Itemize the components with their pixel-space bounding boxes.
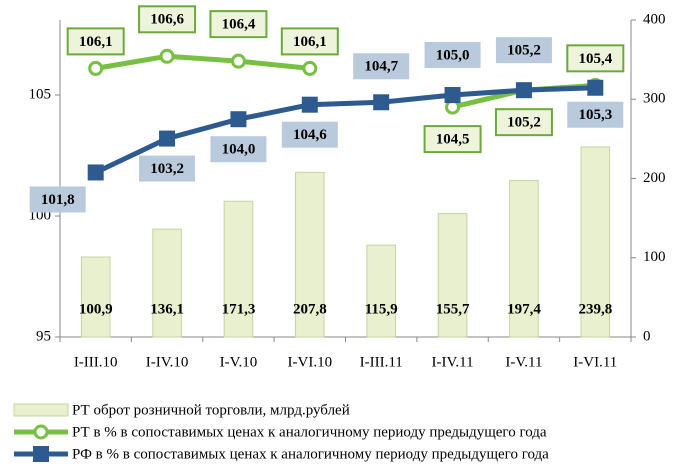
x-tick-label: I-VI.10 (288, 354, 333, 370)
bar-value-label: 136,1 (150, 301, 184, 317)
value-label: 103,2 (150, 161, 184, 177)
marker (515, 82, 532, 99)
value-label-box (567, 101, 624, 128)
marker (87, 164, 104, 181)
value-label: 106,4 (222, 17, 256, 33)
marker (587, 79, 604, 96)
value-label-box (353, 53, 410, 80)
bar (509, 180, 539, 338)
value-label-box (209, 10, 268, 39)
bar (80, 256, 111, 338)
line (94, 85, 596, 175)
value-label: 104,6 (293, 127, 327, 143)
marker (159, 130, 176, 147)
y2-tick-label: 0 (643, 328, 651, 344)
value-label-box (281, 121, 338, 148)
marker (301, 96, 318, 113)
value-label-box (66, 27, 125, 56)
bar-value-label: 207,8 (293, 301, 327, 317)
y2-tick-label: 300 (643, 91, 666, 107)
value-label: 105,2 (507, 115, 541, 131)
x-tick-label: I-VI.11 (573, 354, 617, 370)
bar-value-label: 197,4 (507, 301, 541, 317)
marker (88, 60, 104, 76)
x-tick-label: I-IV.10 (146, 354, 189, 370)
value-label-box (139, 155, 196, 182)
value-label: 106,6 (150, 12, 184, 28)
value-label: 104,0 (222, 142, 256, 158)
value-label: 106,1 (79, 34, 113, 50)
bar (152, 228, 182, 338)
value-label-box (566, 44, 625, 73)
bar (295, 171, 325, 338)
value-label-box (495, 37, 552, 64)
bar (366, 244, 396, 338)
bar-value-label: 115,9 (365, 301, 398, 317)
y2-tick-label: 200 (643, 170, 666, 186)
value-label-box (138, 5, 197, 34)
bar (580, 146, 611, 338)
value-label-box (280, 27, 339, 56)
bar-value-label: 171,3 (222, 301, 256, 317)
marker (230, 111, 247, 128)
value-label: 106,1 (293, 34, 327, 50)
value-label: 104,7 (364, 59, 398, 75)
legend-marker (33, 424, 49, 440)
legend-marker (33, 446, 49, 462)
x-tick-label: I-V.10 (220, 354, 258, 370)
value-label: 105,2 (507, 43, 541, 59)
marker (159, 48, 175, 64)
y-tick-label: 105 (29, 86, 52, 102)
legend-swatch (13, 403, 69, 417)
value-label: 105,3 (578, 107, 612, 123)
marker (230, 53, 246, 69)
bar-value-label: 100,9 (79, 301, 113, 317)
marker (444, 87, 461, 104)
x-tick-label: I-IV.11 (432, 354, 474, 370)
value-label-box (494, 108, 553, 137)
legend-label: РТ в % в сопоставимых ценах к аналогично… (72, 424, 547, 440)
x-tick-label: I-III.11 (360, 354, 403, 370)
value-label-box (423, 125, 482, 154)
bar (437, 213, 468, 338)
bar (223, 200, 254, 338)
x-tick-label: I-V.11 (505, 354, 542, 370)
value-label: 101,8 (41, 192, 75, 208)
value-label-box (29, 186, 86, 213)
marker (302, 60, 318, 76)
value-label-box (210, 136, 267, 163)
legend-label: РФ в % в сопоставимых ценах к аналогично… (72, 446, 549, 462)
bar-value-label: 155,7 (436, 301, 470, 317)
y2-tick-label: 100 (643, 249, 666, 265)
value-label: 104,5 (436, 132, 470, 148)
y-tick-label: 95 (36, 328, 51, 344)
bar-value-label: 239,8 (578, 301, 612, 317)
legend-label: РТ оброт розничной торговли, млрд.рублей (72, 402, 350, 418)
value-label-box (424, 42, 481, 69)
marker (373, 94, 390, 111)
x-tick-label: I-III.10 (74, 354, 118, 370)
line (95, 53, 311, 71)
y2-tick-label: 400 (643, 11, 666, 27)
value-label: 105,0 (436, 47, 470, 63)
value-label: 105,4 (578, 51, 612, 67)
